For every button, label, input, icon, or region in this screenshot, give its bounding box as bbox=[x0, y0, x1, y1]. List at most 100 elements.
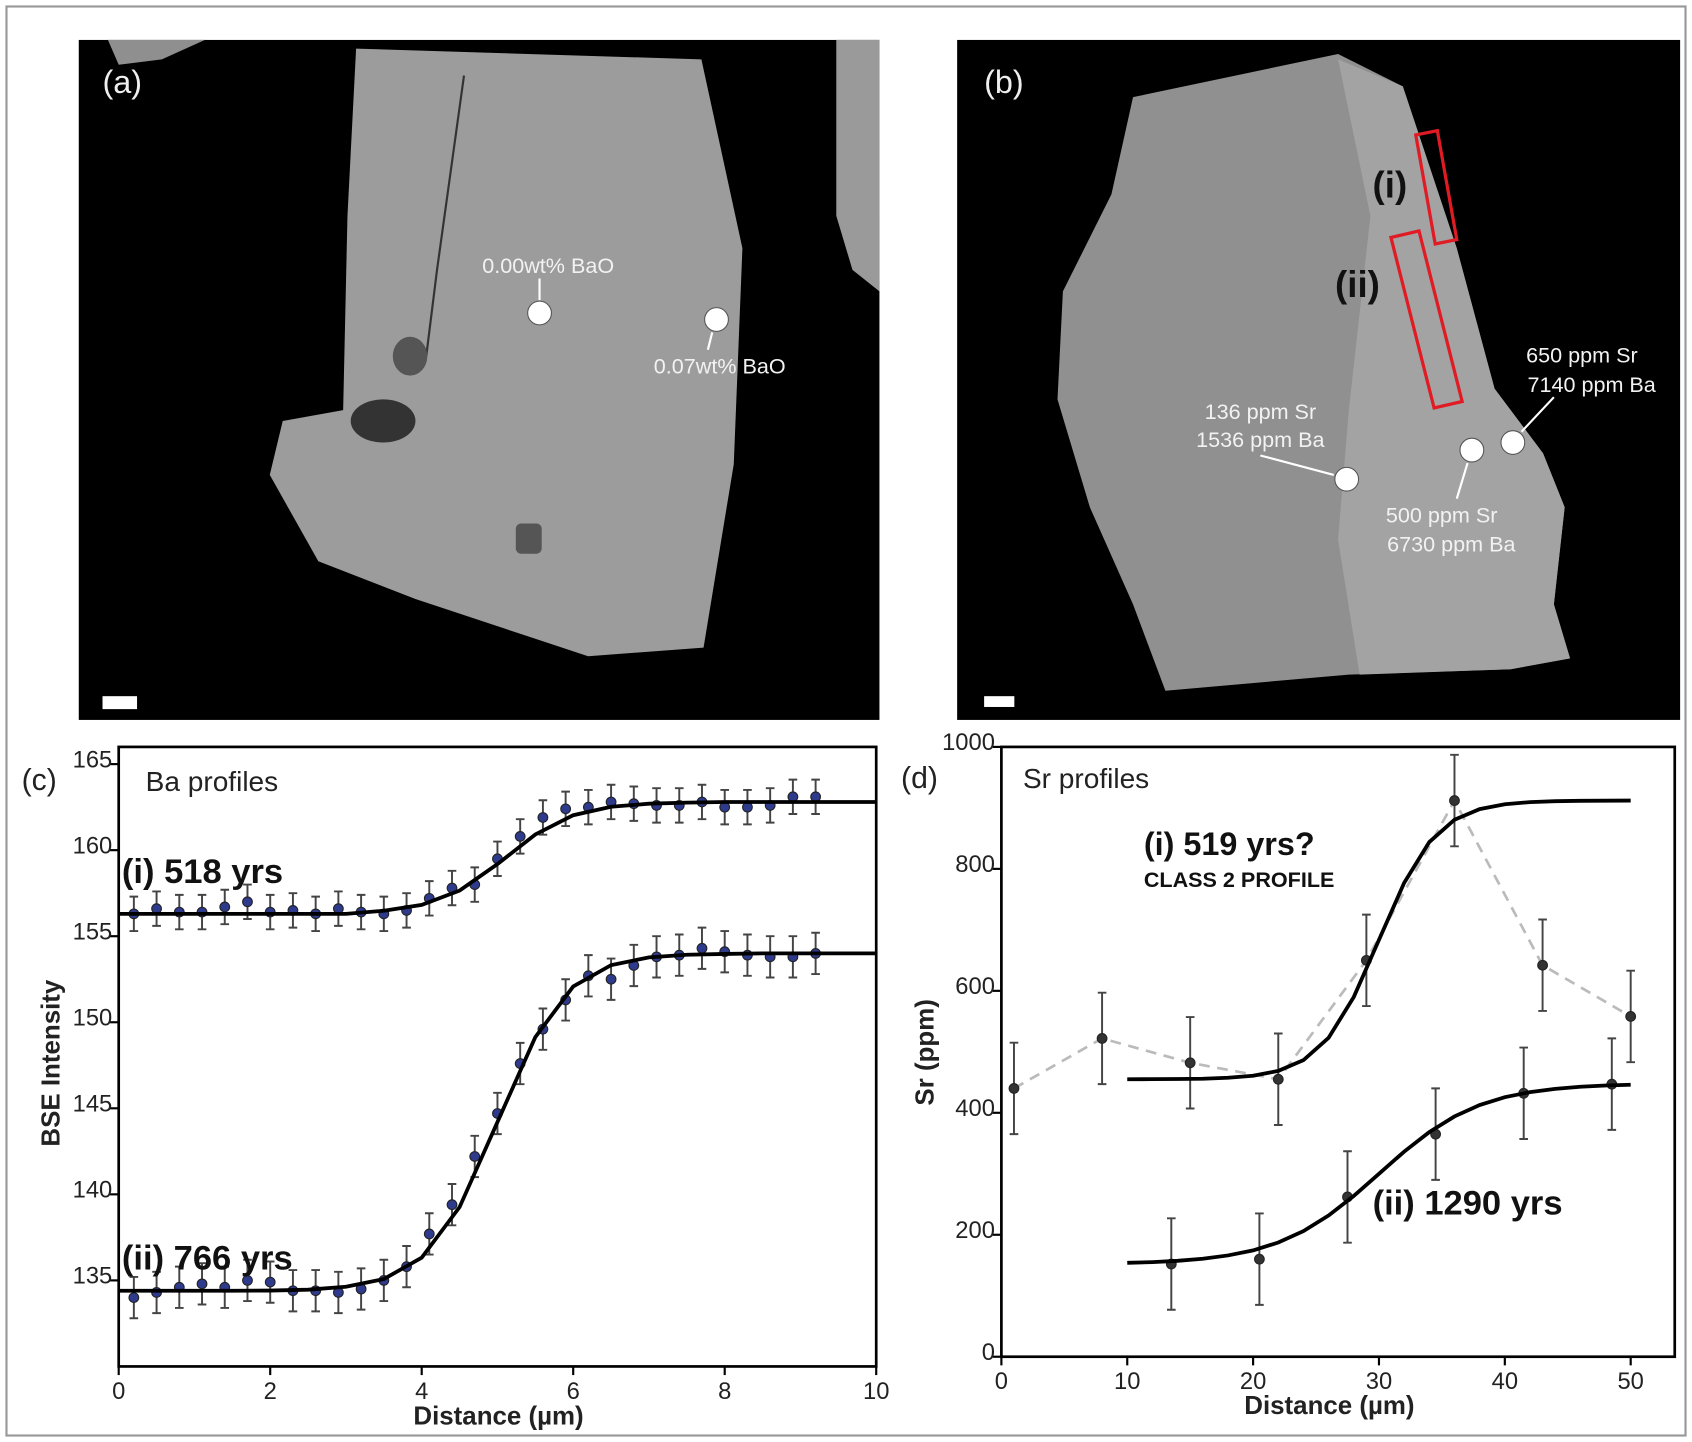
annotation: 6730 ppm Ba bbox=[1387, 532, 1515, 557]
annotation: (ii) bbox=[1335, 264, 1380, 305]
x-tick-label: 40 bbox=[1492, 1369, 1518, 1395]
y-tick-label: 140 bbox=[73, 1178, 113, 1204]
y-tick-label: 800 bbox=[955, 852, 995, 878]
y-tick-label: 135 bbox=[73, 1264, 113, 1290]
data-point bbox=[242, 896, 253, 908]
x-axis-label: Distance (µm) bbox=[1244, 1392, 1414, 1420]
data-point bbox=[469, 1151, 481, 1162]
fit-line bbox=[1127, 798, 1631, 1082]
pointer bbox=[1455, 462, 1469, 499]
x-tick-label: 4 bbox=[415, 1379, 428, 1405]
scale-bar bbox=[984, 696, 1015, 707]
fit-line bbox=[118, 800, 877, 916]
x-tick-label: 8 bbox=[718, 1379, 731, 1405]
x-tick-label: 10 bbox=[863, 1379, 889, 1405]
pointer bbox=[1520, 396, 1555, 433]
annotation: CLASS 2 PROFILE bbox=[1144, 867, 1335, 892]
annotation: 7140 ppm Ba bbox=[1527, 372, 1655, 397]
fit-line bbox=[1127, 1082, 1631, 1265]
data-point bbox=[537, 812, 549, 823]
panel-label: (a) bbox=[103, 64, 143, 100]
annotation: 650 ppm Sr bbox=[1526, 343, 1638, 368]
y-tick-label: 160 bbox=[73, 833, 113, 859]
inclusion bbox=[350, 399, 416, 443]
x-tick-label: 10 bbox=[1114, 1369, 1140, 1395]
x-tick-label: 6 bbox=[567, 1379, 580, 1405]
data-point bbox=[196, 1278, 208, 1290]
x-tick-label: 2 bbox=[264, 1379, 277, 1405]
profile-box bbox=[1388, 229, 1465, 410]
data-point bbox=[1096, 1033, 1108, 1044]
data-point bbox=[1272, 1073, 1284, 1085]
plot-frame bbox=[117, 745, 878, 1368]
shard bbox=[107, 39, 206, 65]
y-tick-label: 155 bbox=[73, 919, 113, 945]
x-tick-label: 50 bbox=[1617, 1369, 1643, 1395]
shard bbox=[836, 39, 880, 292]
data-point bbox=[1625, 1011, 1637, 1022]
panel-label: (d) bbox=[901, 762, 938, 795]
data-point bbox=[128, 1292, 140, 1304]
x-tick-label: 30 bbox=[1366, 1369, 1392, 1395]
y-tick-label: 150 bbox=[73, 1005, 113, 1031]
spot bbox=[1459, 437, 1485, 463]
data-point bbox=[1184, 1057, 1196, 1069]
y-tick-label: 400 bbox=[955, 1096, 995, 1122]
annotation: (i) 519 yrs? bbox=[1144, 826, 1315, 862]
spot bbox=[527, 300, 552, 326]
data-point bbox=[219, 901, 231, 913]
data-point bbox=[1254, 1253, 1265, 1265]
data-point bbox=[696, 942, 708, 954]
annotation: (i) 518 yrs bbox=[122, 853, 283, 891]
data-point bbox=[1537, 959, 1548, 971]
data-point bbox=[560, 803, 572, 815]
data-point bbox=[264, 1276, 276, 1288]
annotation: 0.00wt% BaO bbox=[482, 253, 614, 278]
scale-bar bbox=[102, 696, 138, 710]
data-point bbox=[1008, 1083, 1020, 1094]
y-axis-label: Sr (ppm) bbox=[911, 999, 939, 1105]
y-tick-label: 165 bbox=[73, 747, 113, 773]
y-tick-label: 1000 bbox=[942, 730, 995, 756]
connector-line bbox=[1013, 797, 1632, 1090]
data-point bbox=[1449, 795, 1460, 806]
y-tick-label: 145 bbox=[73, 1092, 113, 1118]
data-point bbox=[514, 830, 526, 842]
data-point bbox=[423, 1228, 435, 1240]
plot-frame bbox=[1000, 745, 1677, 1359]
spot bbox=[1334, 466, 1360, 492]
inclusion bbox=[515, 523, 542, 554]
panel-label: (b) bbox=[984, 64, 1024, 100]
y-tick-label: 600 bbox=[955, 974, 995, 1000]
y-axis-label: BSE Intensity bbox=[37, 979, 65, 1147]
chart-title: Ba profiles bbox=[146, 766, 278, 797]
y-tick-label: 200 bbox=[955, 1218, 995, 1244]
pointer bbox=[706, 332, 714, 350]
annotation: (ii) 766 yrs bbox=[122, 1239, 293, 1277]
profile-box bbox=[1413, 128, 1459, 246]
data-point bbox=[605, 973, 617, 985]
annotation: 1536 ppm Ba bbox=[1196, 427, 1324, 452]
panel-label: (c) bbox=[22, 764, 57, 797]
annotation: 136 ppm Sr bbox=[1205, 399, 1317, 424]
data-point bbox=[242, 1275, 253, 1286]
data-point bbox=[446, 1199, 458, 1211]
fit-line bbox=[118, 951, 877, 1293]
spot bbox=[1500, 430, 1526, 455]
pointer bbox=[1260, 454, 1335, 476]
crystal bbox=[269, 48, 743, 657]
x-axis-label: Distance (µm) bbox=[413, 1403, 583, 1431]
spot bbox=[704, 307, 729, 332]
x-tick-label: 0 bbox=[995, 1369, 1008, 1395]
chart-title: Sr profiles bbox=[1023, 763, 1149, 794]
image-a: (a) 0.00wt% BaO 0.07wt% BaO bbox=[78, 39, 880, 720]
annotation: 500 ppm Sr bbox=[1386, 502, 1498, 527]
inclusion bbox=[392, 336, 428, 376]
image-b: (b) (i) (ii) 136 ppm Sr 1536 ppm Ba 500 … bbox=[957, 39, 1681, 720]
x-tick-label: 0 bbox=[112, 1379, 125, 1405]
x-tick-label: 20 bbox=[1240, 1369, 1266, 1395]
y-tick-label: 0 bbox=[982, 1340, 995, 1366]
annotation: (i) bbox=[1373, 165, 1408, 206]
